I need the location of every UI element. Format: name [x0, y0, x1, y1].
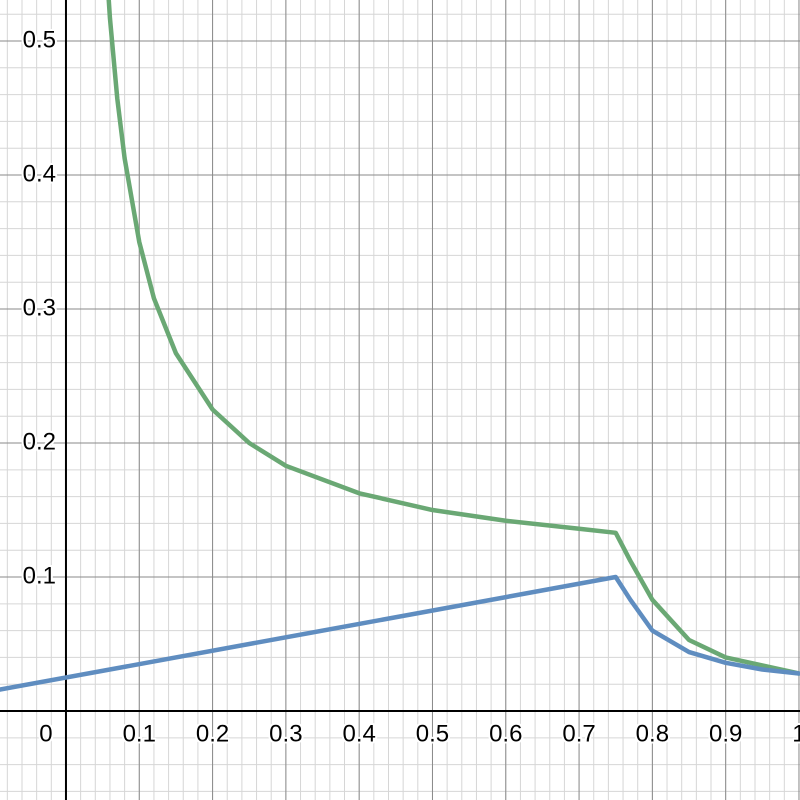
curve: [106, 0, 800, 676]
y-tick-label: 0.4: [23, 160, 56, 187]
y-tick-label: 0.2: [23, 428, 56, 455]
x-tick-label: 0.2: [196, 720, 229, 747]
x-tick-label: 0.6: [489, 720, 522, 747]
x-tick-label: 0.5: [416, 720, 449, 747]
x-tick-label: 0.7: [562, 720, 595, 747]
curve: [0, 574, 800, 692]
x-tick-label: 0.8: [636, 720, 669, 747]
x-tick-label: 0.3: [269, 720, 302, 747]
x-tick-label: 0: [39, 720, 52, 747]
x-tick-label: 0.1: [123, 720, 156, 747]
x-tick-label: 1: [792, 720, 800, 747]
x-tick-label: 0.9: [709, 720, 742, 747]
y-tick-label: 0.5: [23, 26, 56, 53]
y-tick-label: 0.3: [23, 294, 56, 321]
tick-labels: 0 0.1 0.2 0.3 0.4 0.5 0.6 0.7 0.8 0.9 1 0.1 0.2 0.3 0.…: [21, 24, 800, 749]
x-tick-label: 0.4: [342, 720, 375, 747]
curves: [0, 0, 800, 692]
y-tick-label: 0.1: [23, 562, 56, 589]
